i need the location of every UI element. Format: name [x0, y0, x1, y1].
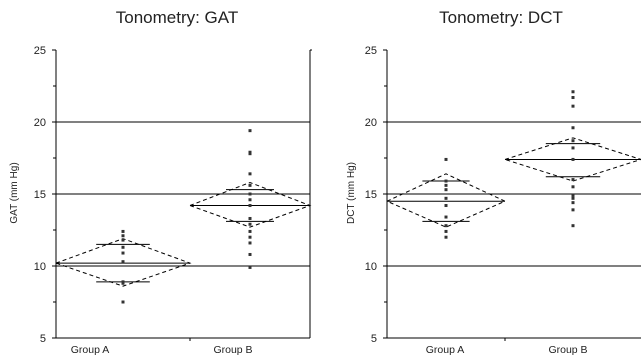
data-point — [248, 192, 252, 196]
chart-panel-dct: Tonometry: DCT DCT (mm Hg) 5 10 15 20 25 Grou… — [346, 8, 641, 356]
x-category-label: Group B — [548, 344, 587, 356]
y-tick-label: 25 — [365, 45, 377, 57]
data-point — [571, 208, 575, 212]
data-point — [444, 157, 448, 161]
y-tick-label: 5 — [371, 333, 377, 345]
y-tick-label: 25 — [34, 45, 46, 57]
data-point — [121, 238, 125, 242]
mean-diamond — [54, 238, 192, 287]
data-point — [444, 215, 448, 219]
data-point — [571, 224, 575, 228]
data-point — [248, 183, 252, 187]
data-point — [571, 104, 575, 108]
data-point — [248, 152, 252, 156]
data-point — [248, 129, 252, 133]
data-point — [248, 252, 252, 256]
chart-panel-gat: Tonometry: GAT GAT (mm Hg) 5 10 15 20 25 Grou… — [9, 8, 312, 356]
y-tick-label: 20 — [365, 117, 377, 129]
data-point — [571, 139, 575, 143]
x-category-label: Group A — [426, 344, 465, 356]
data-point — [248, 265, 252, 269]
x-category-label: Group B — [213, 344, 252, 356]
data-point — [248, 235, 252, 239]
x-category-label: Group A — [71, 344, 110, 356]
data-point — [444, 179, 448, 183]
y-axis-label: GAT (mm Hg) — [9, 162, 20, 223]
plot-area: 5 10 15 20 25 Group A Group B — [34, 45, 312, 356]
y-tick-label: 15 — [34, 189, 46, 201]
data-point — [121, 300, 125, 304]
data-point — [248, 172, 252, 176]
data-point — [121, 234, 125, 238]
y-tick-label: 10 — [34, 261, 46, 273]
data-point — [444, 188, 448, 192]
data-point — [248, 204, 252, 208]
data-point — [571, 196, 575, 200]
chart-title: Tonometry: DCT — [439, 8, 563, 27]
data-point — [571, 201, 575, 205]
y-tick-label: 5 — [40, 333, 46, 345]
y-tick-label: 10 — [365, 261, 377, 273]
data-point — [121, 245, 125, 249]
data-point — [571, 126, 575, 130]
data-point — [444, 183, 448, 187]
data-point — [121, 281, 125, 285]
data-point — [571, 185, 575, 189]
data-point — [248, 216, 252, 220]
data-point — [248, 198, 252, 202]
data-point — [121, 251, 125, 255]
data-point — [121, 229, 125, 233]
data-point — [444, 229, 448, 233]
data-point — [248, 241, 252, 245]
data-point — [248, 229, 252, 233]
data-point — [571, 96, 575, 100]
chart-title: Tonometry: GAT — [116, 8, 239, 27]
y-tick-label: 15 — [365, 189, 377, 201]
data-point — [571, 157, 575, 161]
data-point — [571, 146, 575, 150]
y-tick-label: 20 — [34, 117, 46, 129]
data-point — [571, 193, 575, 197]
data-point — [248, 222, 252, 226]
data-point — [571, 90, 575, 94]
data-point — [444, 235, 448, 239]
data-point — [444, 204, 448, 208]
data-point — [444, 196, 448, 200]
data-point — [571, 178, 575, 182]
mean-diamond — [385, 173, 507, 228]
data-point — [444, 224, 448, 228]
data-point — [121, 260, 125, 264]
plot-area: 5 10 15 20 25 Group A Group B — [365, 45, 641, 356]
y-axis-label: DCT (mm Hg) — [346, 162, 357, 224]
